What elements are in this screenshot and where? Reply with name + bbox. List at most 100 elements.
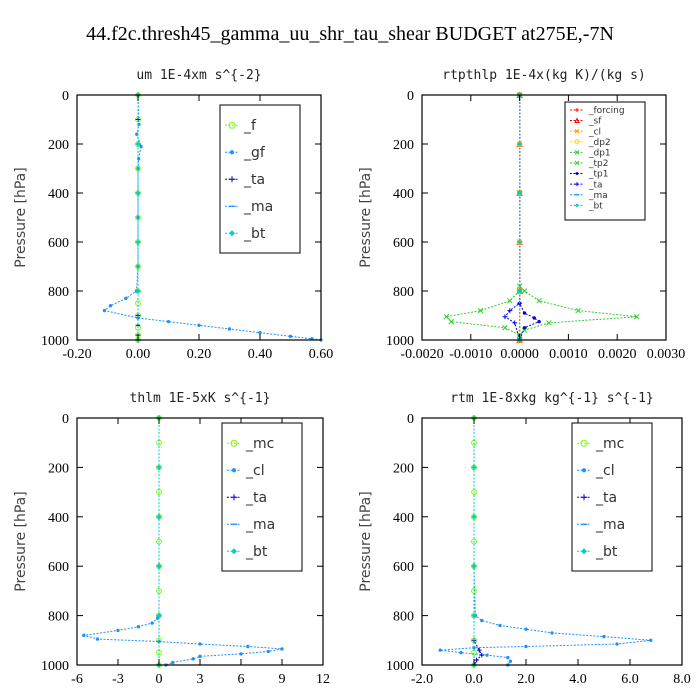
- y-tick-label: 600: [393, 236, 414, 251]
- data-point: [170, 660, 175, 665]
- series-gf: [102, 93, 323, 342]
- y-axis-label: Pressure [hPa]: [358, 167, 374, 267]
- legend-label: _ma: [243, 199, 273, 215]
- data-point: [443, 313, 450, 320]
- data-point: [288, 334, 293, 339]
- y-tick-label: 800: [393, 285, 414, 300]
- x-tick-label: 0.0030: [647, 347, 686, 362]
- data-point: [135, 288, 141, 294]
- legend-label: _tp2: [588, 159, 608, 169]
- data-point: [516, 283, 523, 289]
- y-tick-label: 1000: [41, 659, 69, 674]
- legend-label: _sf: [588, 117, 602, 127]
- plot-frame: [421, 94, 667, 341]
- x-tick-label: -0.0010: [449, 347, 492, 362]
- x-tick-label: 0.20: [187, 347, 212, 362]
- y-tick-label: 200: [48, 461, 69, 476]
- y-tick-label: 200: [393, 138, 414, 153]
- legend-label: _bt: [588, 202, 603, 212]
- y-tick-label: 0: [62, 89, 69, 104]
- series-line: [473, 418, 483, 666]
- legend-label: _cl: [588, 127, 601, 137]
- data-point: [649, 638, 653, 642]
- data-point: [476, 647, 482, 653]
- series-tp1: [517, 93, 541, 342]
- data-point: [575, 307, 581, 314]
- series-line: [445, 95, 521, 340]
- legend-marker: [574, 149, 580, 155]
- data-point: [507, 308, 513, 313]
- x-tick-label: 0.0020: [598, 347, 637, 362]
- data-point: [477, 307, 484, 314]
- y-tick-label: 0: [62, 412, 69, 427]
- legend-marker: [231, 494, 237, 501]
- x-tick-label: 8.0: [673, 672, 691, 687]
- data-point: [546, 320, 552, 326]
- data-point: [532, 316, 536, 320]
- data-point: [139, 144, 143, 149]
- data-point: [471, 538, 477, 545]
- y-tick-label: 400: [48, 187, 69, 202]
- data-point: [502, 314, 508, 320]
- x-tick-label: 3: [197, 672, 204, 687]
- legend-marker: [574, 160, 580, 166]
- data-point: [95, 637, 100, 641]
- data-point: [517, 141, 522, 147]
- data-point: [448, 318, 455, 325]
- data-point: [157, 639, 161, 644]
- legend-marker: [574, 117, 580, 124]
- data-point: [472, 646, 476, 650]
- figure-title: 44.f2c.thresh45_gamma_uu_shr_tau_shear B…: [86, 23, 614, 45]
- panel-1: um 1E-4xm s^{-2} Pressure [hPa] -0.20 0.00 0…: [13, 68, 333, 362]
- x-tick-label: 9: [279, 672, 286, 687]
- x-tick-label: 2.0: [517, 672, 535, 687]
- data-point: [156, 563, 162, 569]
- legend-marker: [581, 494, 587, 501]
- legend-label: _forcing: [588, 106, 625, 116]
- panel-3: thlm 1E-5xK s^{-1} Pressure [hPa] -6 -3 0 3 6 9…: [13, 391, 330, 687]
- data-point: [156, 514, 162, 520]
- legend: _mc _cl _ta _ma _bt: [221, 422, 303, 572]
- y-tick-label: 600: [393, 560, 414, 575]
- legend: _f _gf _ta _ma _bt: [219, 104, 301, 254]
- legend-marker: [229, 230, 235, 237]
- series-line: [103, 94, 322, 341]
- data-point: [136, 625, 141, 629]
- series-bt: [156, 415, 162, 668]
- data-point: [135, 239, 141, 245]
- x-tick-label: 0.0010: [549, 347, 588, 362]
- data-point: [280, 647, 284, 651]
- panel-4: rtm 1E-8xkg kg^{-1} s^{-1} Pressure [hPa]…: [358, 391, 691, 687]
- x-tick-label: -0.20: [62, 347, 91, 362]
- x-tick-label: -3: [112, 672, 124, 687]
- x-tick-label: 0.40: [248, 347, 273, 362]
- data-point: [156, 465, 162, 470]
- data-point: [136, 157, 141, 161]
- legend-label: _ma: [245, 517, 275, 533]
- y-tick-label: 1000: [41, 334, 69, 349]
- x-tick-label: 0.00: [126, 347, 151, 362]
- legend-marker: [575, 203, 579, 208]
- y-tick-label: 600: [48, 236, 69, 251]
- legend-marker: [575, 107, 579, 112]
- panel-title: um 1E-4xm s^{-2}: [136, 68, 261, 83]
- data-point: [471, 563, 477, 569]
- x-tick-label: 0.0000: [500, 347, 539, 362]
- data-point: [438, 648, 442, 652]
- legend-label: _ma: [588, 191, 608, 201]
- data-point: [506, 655, 510, 660]
- legend-marker: [229, 176, 235, 183]
- y-tick-label: 0: [407, 89, 414, 104]
- y-axis-label: Pressure [hPa]: [13, 167, 29, 267]
- x-tick-label: 6.0: [621, 672, 639, 687]
- data-point: [502, 324, 508, 331]
- data-point: [227, 327, 232, 331]
- y-tick-label: 800: [393, 610, 414, 625]
- data-point: [507, 298, 513, 304]
- legend-marker: [229, 150, 235, 155]
- data-point: [522, 311, 527, 315]
- legend-marker: [574, 139, 580, 145]
- panel-title: rtm 1E-8xkg kg^{-1} s^{-1}: [450, 391, 654, 406]
- legend-label: _ta: [588, 180, 603, 190]
- x-tick-label: -6: [71, 672, 83, 687]
